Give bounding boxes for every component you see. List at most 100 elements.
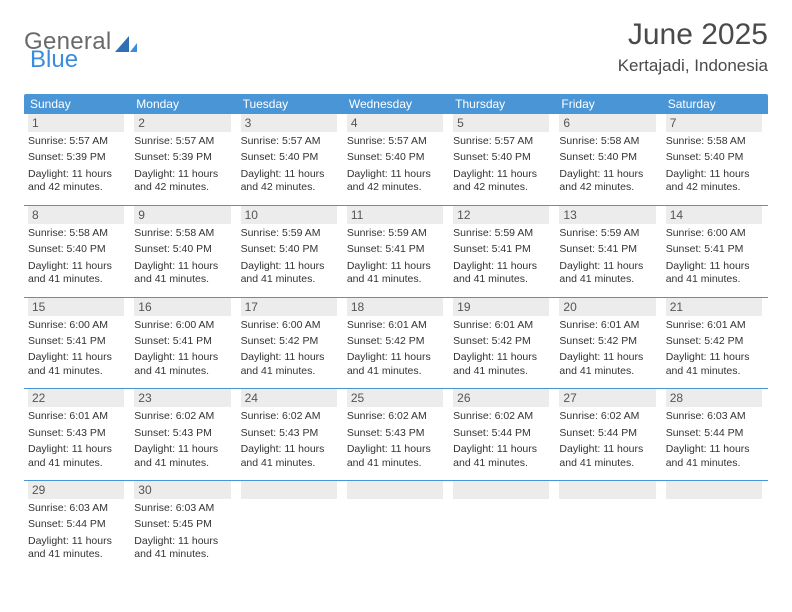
day-number: 24: [241, 389, 337, 407]
day-cell: 27Sunrise: 6:02 AMSunset: 5:44 PMDayligh…: [555, 389, 661, 480]
sunset-text: Sunset: 5:42 PM: [453, 335, 549, 348]
sunrise-text: Sunrise: 5:58 AM: [134, 227, 230, 240]
sunset-text: Sunset: 5:40 PM: [241, 151, 337, 164]
day-cell: 16Sunrise: 6:00 AMSunset: 5:41 PMDayligh…: [130, 298, 236, 389]
week-row: 1Sunrise: 5:57 AMSunset: 5:39 PMDaylight…: [24, 114, 768, 205]
day-number: 5: [453, 114, 549, 132]
day-number-row: 4: [347, 114, 443, 132]
sunset-text: Sunset: 5:45 PM: [134, 518, 230, 531]
sunrise-text: Sunrise: 6:03 AM: [134, 502, 230, 515]
logo-text-blue: Blue: [30, 46, 78, 73]
weeks-container: 1Sunrise: 5:57 AMSunset: 5:39 PMDaylight…: [24, 114, 768, 572]
day-cell: 2Sunrise: 5:57 AMSunset: 5:39 PMDaylight…: [130, 114, 236, 205]
sunrise-text: Sunrise: 5:57 AM: [28, 135, 124, 148]
daylight-text: Daylight: 11 hours and 41 minutes.: [347, 351, 443, 378]
day-number: 25: [347, 389, 443, 407]
sunset-text: Sunset: 5:42 PM: [241, 335, 337, 348]
sunrise-text: Sunrise: 6:00 AM: [241, 319, 337, 332]
day-number-row: 26: [453, 389, 549, 407]
day-number: 23: [134, 389, 230, 407]
day-cell: 9 Sunrise: 5:58 AM Sunset: 5:40 PM Daylight…: [130, 206, 236, 297]
day-number-row: 24: [241, 389, 337, 407]
sunrise-text: Sunrise: 5:58 AM: [666, 135, 762, 148]
daylight-text: Daylight: 11 hours and 41 minutes.: [28, 535, 124, 562]
day-cell: 29Sunrise: 6:03 AMSunset: 5:44 PMDayligh…: [24, 481, 130, 572]
day-number-row: 28: [666, 389, 762, 407]
day-number-row: 20: [559, 298, 655, 316]
week-row: 29Sunrise: 6:03 AMSunset: 5:44 PMDayligh…: [24, 480, 768, 572]
dow-saturday: Saturday: [662, 94, 768, 114]
daylight-text: Daylight: 11 hours and 42 minutes.: [559, 168, 655, 195]
daylight-text: Daylight: 11 hours and 41 minutes.: [559, 260, 655, 287]
sunrise-text: Sunrise: 5:59 AM: [241, 227, 337, 240]
sunrise-text: Sunrise: 6:01 AM: [666, 319, 762, 332]
day-number: 16: [134, 298, 230, 316]
day-number: 1: [28, 114, 124, 132]
dow-monday: Monday: [130, 94, 236, 114]
day-cell-empty: [449, 481, 555, 572]
day-number-row: 29: [28, 481, 124, 499]
daylight-text: Daylight: 11 hours and 41 minutes.: [666, 351, 762, 378]
daylight-text: Daylight: 11 hours and 41 minutes.: [134, 443, 230, 470]
day-cell: 10Sunrise: 5:59 AMSunset: 5:40 PMDayligh…: [237, 206, 343, 297]
day-number-row: 18: [347, 298, 443, 316]
daylight-text: Daylight: 11 hours and 41 minutes.: [453, 260, 549, 287]
day-cell: 12Sunrise: 5:59 AMSunset: 5:41 PMDayligh…: [449, 206, 555, 297]
sunset-text: Sunset: 5:43 PM: [347, 427, 443, 440]
day-number: 6: [559, 114, 655, 132]
day-cell: 17Sunrise: 6:00 AMSunset: 5:42 PMDayligh…: [237, 298, 343, 389]
dow-wednesday: Wednesday: [343, 94, 449, 114]
day-number-row: 6: [559, 114, 655, 132]
day-number: 22: [28, 389, 124, 407]
day-number-row: 11: [347, 206, 443, 224]
sunset-text: Sunset: 5:40 PM: [28, 243, 124, 256]
sunrise-text: Sunrise: 5:59 AM: [559, 227, 655, 240]
sunset-text: Sunset: 5:44 PM: [559, 427, 655, 440]
week-row: 8 Sunrise: 5:58 AM Sunset: 5:40 PM Daylight…: [24, 205, 768, 297]
day-number-row: 2: [134, 114, 230, 132]
sunset-text: Sunset: 5:40 PM: [559, 151, 655, 164]
sunset-text: Sunset: 5:42 PM: [347, 335, 443, 348]
sunrise-text: Sunrise: 6:02 AM: [453, 410, 549, 423]
day-number: 28: [666, 389, 762, 407]
daylight-text: Daylight: 11 hours and 42 minutes.: [666, 168, 762, 195]
sunset-text: Sunset: 5:40 PM: [347, 151, 443, 164]
sunset-text: Sunset: 5:43 PM: [28, 427, 124, 440]
day-cell: 14Sunrise: 6:00 AMSunset: 5:41 PMDayligh…: [662, 206, 768, 297]
sunset-text: Sunset: 5:40 PM: [134, 243, 230, 256]
sunset-text: Sunset: 5:43 PM: [134, 427, 230, 440]
day-number: 9: [134, 206, 230, 224]
daylight-text: Daylight: 11 hours and 41 minutes.: [453, 351, 549, 378]
day-number-row: 19: [453, 298, 549, 316]
day-cell: 18Sunrise: 6:01 AMSunset: 5:42 PMDayligh…: [343, 298, 449, 389]
day-number-row: 3: [241, 114, 337, 132]
page-title: June 2025: [618, 18, 768, 52]
daylight-text: Daylight: 11 hours and 42 minutes.: [241, 168, 337, 195]
daylight-text: Daylight: 11 hours and 41 minutes.: [241, 260, 337, 287]
sunset-text: Sunset: 5:40 PM: [241, 243, 337, 256]
sunrise-text: Sunrise: 6:00 AM: [134, 319, 230, 332]
day-number: 8: [28, 206, 124, 224]
day-cell: 1Sunrise: 5:57 AMSunset: 5:39 PMDaylight…: [24, 114, 130, 205]
daylight-text: Daylight: 11 hours and 41 minutes.: [134, 260, 230, 287]
day-cell: 23 Sunrise: 6:02 AM Sunset: 5:43 PM Dayligh…: [130, 389, 236, 480]
sunrise-text: Sunrise: 6:02 AM: [134, 410, 230, 423]
sunset-text: Sunset: 5:41 PM: [28, 335, 124, 348]
day-number-row: [666, 481, 762, 499]
day-cell-empty: [555, 481, 661, 572]
day-number: 11: [347, 206, 443, 224]
day-cell: 11Sunrise: 5:59 AMSunset: 5:41 PMDayligh…: [343, 206, 449, 297]
daylight-text: Daylight: 11 hours and 41 minutes.: [241, 443, 337, 470]
day-cell: 3Sunrise: 5:57 AMSunset: 5:40 PMDaylight…: [237, 114, 343, 205]
day-number: 7: [666, 114, 762, 132]
day-number-row: [559, 481, 655, 499]
title-block: June 2025 Kertajadi, Indonesia: [618, 18, 768, 76]
day-number-row: [241, 481, 337, 499]
daylight-text: Daylight: 11 hours and 42 minutes.: [347, 168, 443, 195]
sunrise-text: Sunrise: 6:00 AM: [28, 319, 124, 332]
day-number-row: 27: [559, 389, 655, 407]
day-number: 2: [134, 114, 230, 132]
day-cell: 8Sunrise: 5:58 AMSunset: 5:40 PMDaylight…: [24, 206, 130, 297]
sunset-text: Sunset: 5:40 PM: [453, 151, 549, 164]
day-cell: 26Sunrise: 6:02 AMSunset: 5:44 PMDayligh…: [449, 389, 555, 480]
